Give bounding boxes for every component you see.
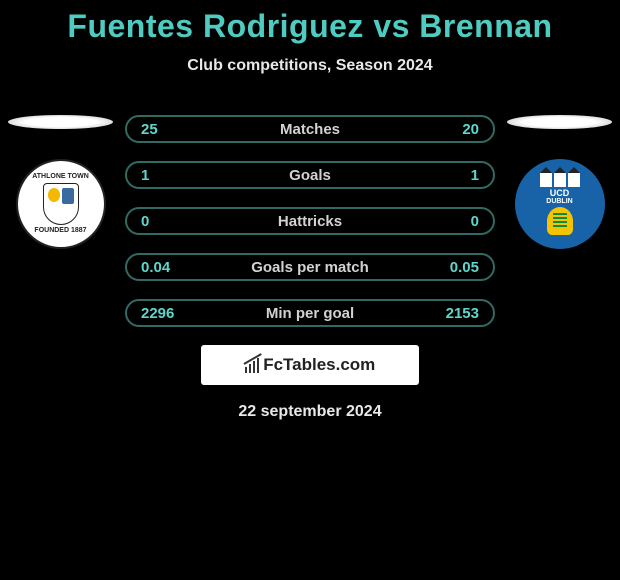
- brand-logo-box[interactable]: FcTables.com: [201, 345, 419, 385]
- player-left-column: ATHLONE TOWN FOUNDED 1887: [8, 115, 113, 249]
- stats-column: 25 Matches 20 1 Goals 1 0 Hattricks 0 0.…: [125, 115, 495, 327]
- stat-right-value: 0.05: [434, 259, 479, 276]
- stat-label: Goals per match: [251, 259, 369, 276]
- stat-right-value: 1: [434, 167, 479, 184]
- club-right-logo: UCD DUBLIN: [515, 159, 605, 249]
- player-right-photo: [507, 115, 612, 129]
- stat-label: Matches: [280, 121, 340, 138]
- chart-icon: [245, 357, 260, 373]
- stat-label: Min per goal: [266, 305, 354, 322]
- stat-row-goals: 1 Goals 1: [125, 161, 495, 189]
- stat-left-value: 25: [141, 121, 186, 138]
- club-right-text-ucd: UCD: [550, 189, 570, 198]
- comparison-title: Fuentes Rodriguez vs Brennan: [0, 8, 620, 45]
- stat-right-value: 2153: [434, 305, 479, 322]
- stat-right-value: 0: [434, 213, 479, 230]
- stat-left-value: 2296: [141, 305, 186, 322]
- stat-left-value: 1: [141, 167, 186, 184]
- main-row: ATHLONE TOWN FOUNDED 1887 25 Matches 20 …: [0, 115, 620, 327]
- stat-left-value: 0: [141, 213, 186, 230]
- player-right-column: UCD DUBLIN: [507, 115, 612, 249]
- stat-row-min-per-goal: 2296 Min per goal 2153: [125, 299, 495, 327]
- club-right-houses-icon: [540, 173, 580, 187]
- stat-label: Goals: [289, 167, 331, 184]
- club-left-shield-icon: [43, 183, 79, 225]
- brand-text: FcTables.com: [263, 355, 375, 375]
- footer: FcTables.com 22 september 2024: [0, 345, 620, 421]
- player-left-photo: [8, 115, 113, 129]
- stat-left-value: 0.04: [141, 259, 186, 276]
- stat-row-goals-per-match: 0.04 Goals per match 0.05: [125, 253, 495, 281]
- club-right-harp-icon: [547, 207, 573, 235]
- comparison-container: Fuentes Rodriguez vs Brennan Club compet…: [0, 0, 620, 421]
- stat-row-hattricks: 0 Hattricks 0: [125, 207, 495, 235]
- comparison-subtitle: Club competitions, Season 2024: [0, 57, 620, 75]
- stat-right-value: 20: [434, 121, 479, 138]
- stat-label: Hattricks: [278, 213, 342, 230]
- club-left-text-bottom: FOUNDED 1887: [34, 227, 86, 235]
- club-left-text-top: ATHLONE TOWN: [32, 173, 89, 181]
- club-right-text-dublin: DUBLIN: [546, 198, 572, 205]
- stat-row-matches: 25 Matches 20: [125, 115, 495, 143]
- date-text: 22 september 2024: [238, 403, 381, 421]
- club-left-logo: ATHLONE TOWN FOUNDED 1887: [16, 159, 106, 249]
